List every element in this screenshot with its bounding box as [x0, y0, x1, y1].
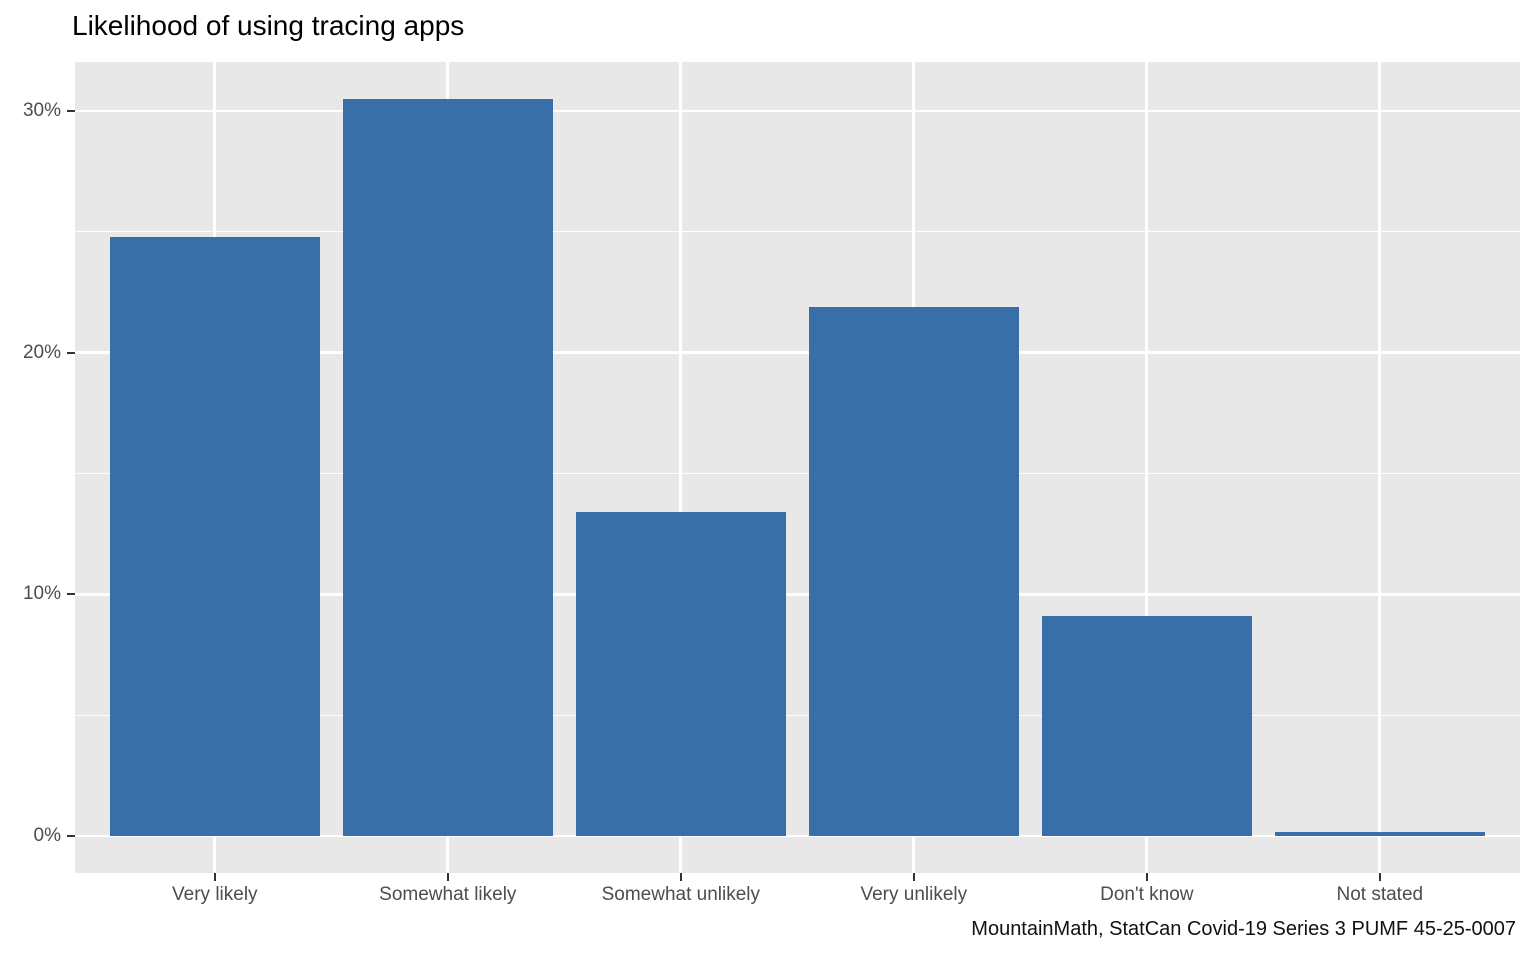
y-axis-tick: [67, 835, 75, 838]
y-tick-label: 10%: [22, 583, 61, 605]
x-tick-label: Somewhat unlikely: [601, 884, 761, 905]
bar: [1041, 616, 1252, 837]
gridline-vertical: [1378, 62, 1382, 873]
gridline-minor: [75, 231, 1520, 233]
y-axis-tick: [67, 110, 75, 112]
x-tick-label: Don't know: [1100, 884, 1194, 905]
y-tick-label: 20%: [22, 341, 61, 363]
x-tick-label: Very unlikely: [860, 884, 968, 905]
gridline-major: [75, 109, 1520, 113]
y-axis-tick: [67, 593, 75, 596]
bar: [342, 98, 553, 837]
y-axis-tick: [67, 351, 75, 354]
x-axis-tick: [679, 873, 682, 881]
chart-caption: MountainMath, StatCan Covid-19 Series 3 …: [971, 918, 1516, 940]
x-axis-tick: [213, 873, 216, 881]
gridline-vertical: [1145, 62, 1149, 873]
gridline-minor: [75, 714, 1520, 716]
x-axis-tick: [912, 873, 915, 881]
gridline-major: [75, 593, 1520, 596]
x-tick-label: Not stated: [1336, 884, 1424, 905]
bar: [808, 306, 1019, 837]
bar: [109, 236, 320, 837]
x-tick-label: Very likely: [172, 884, 258, 905]
gridline-minor: [75, 472, 1520, 475]
x-axis-tick: [1378, 873, 1381, 881]
gridline-vertical: [679, 62, 683, 873]
bar: [1274, 832, 1485, 837]
x-tick-label: Somewhat likely: [379, 884, 517, 905]
x-axis-tick: [1145, 873, 1148, 881]
x-axis-tick: [446, 873, 449, 881]
gridline-major: [75, 351, 1520, 355]
bar: [575, 512, 786, 837]
plot-panel: [75, 62, 1520, 873]
y-tick-label: 30%: [22, 100, 61, 121]
chart-title: Likelihood of using tracing apps: [72, 10, 465, 41]
gridline-major: [75, 834, 1520, 838]
y-tick-label: 0%: [33, 825, 61, 847]
